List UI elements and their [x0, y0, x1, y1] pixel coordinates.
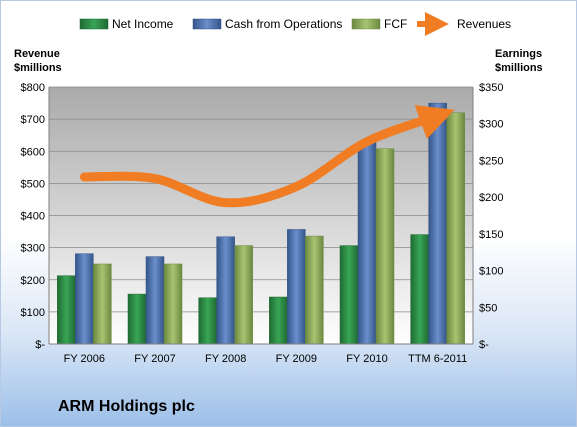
bar-net-income — [410, 234, 429, 345]
legend-swatch-fcf — [351, 18, 381, 30]
legend-label-fcf: FCF — [384, 17, 407, 31]
bar-net-income — [269, 296, 288, 345]
bar-cash-from-operations — [287, 229, 306, 345]
bar-net-income — [127, 293, 147, 345]
bars — [57, 102, 465, 345]
left-tick-label: $400 — [21, 211, 45, 223]
left-tick-label: $600 — [21, 146, 45, 158]
left-tick-label: $200 — [21, 275, 45, 287]
bar-cash-from-operations — [75, 253, 94, 345]
legend-label-cash-from-operations: Cash from Operations — [225, 17, 342, 31]
right-tick-label: $- — [479, 339, 489, 351]
right-tick-label: $150 — [479, 229, 503, 241]
axes: $- $100 $200 $300 $400 $500 $600 $700 $800 $- $50 $… — [21, 82, 504, 365]
legend-label-net-income: Net Income — [112, 17, 174, 31]
legend-swatch-cash-from-operations — [192, 18, 222, 30]
bar-fcf — [234, 245, 253, 345]
bar-net-income — [198, 297, 217, 345]
category-label: FY 2007 — [134, 353, 175, 365]
bar-fcf — [93, 263, 112, 345]
right-tick-label: $250 — [479, 155, 503, 167]
bar-fcf — [446, 112, 465, 345]
bar-cash-from-operations — [357, 142, 377, 345]
legend: Net Income Cash from Operations FCF Reve… — [79, 12, 511, 36]
left-tick-label: $300 — [21, 243, 45, 255]
left-tick-label: $- — [35, 339, 45, 351]
bar-fcf — [163, 263, 183, 345]
legend-swatch-net-income — [79, 18, 109, 30]
bar-net-income — [339, 245, 359, 345]
right-tick-label: $200 — [479, 192, 503, 204]
left-tick-label: $100 — [21, 307, 45, 319]
category-label: TTM 6-2011 — [408, 353, 467, 365]
bar-fcf — [305, 235, 324, 345]
chart-title: ARM Holdings plc — [58, 398, 195, 415]
right-tick-label: $50 — [479, 302, 497, 314]
left-axis-title-line1: Revenue — [14, 48, 60, 60]
right-tick-label: $300 — [479, 119, 503, 131]
right-axis-title-line2: $millions — [495, 62, 543, 74]
bar-cash-from-operations — [145, 256, 165, 345]
left-tick-label: $800 — [21, 82, 45, 94]
category-label: FY 2006 — [64, 353, 105, 365]
revenue-line — [79, 105, 455, 208]
right-axis-title-line1: Earnings — [495, 48, 542, 60]
left-tick-label: $500 — [21, 178, 45, 190]
bar-cash-from-operations — [216, 236, 235, 345]
revenue-line-path — [79, 105, 455, 208]
bar-fcf — [375, 148, 395, 345]
category-label: FY 2008 — [205, 353, 246, 365]
bar-net-income — [57, 275, 76, 345]
bar-cash-from-operations — [428, 102, 447, 345]
category-label: FY 2009 — [276, 353, 317, 365]
category-label: FY 2010 — [346, 353, 387, 365]
left-axis-title-line2: $millions — [14, 62, 62, 74]
left-tick-label: $700 — [21, 114, 45, 126]
right-tick-label: $350 — [479, 82, 503, 94]
right-tick-label: $100 — [479, 266, 503, 278]
legend-label-revenues: Revenues — [457, 17, 511, 31]
